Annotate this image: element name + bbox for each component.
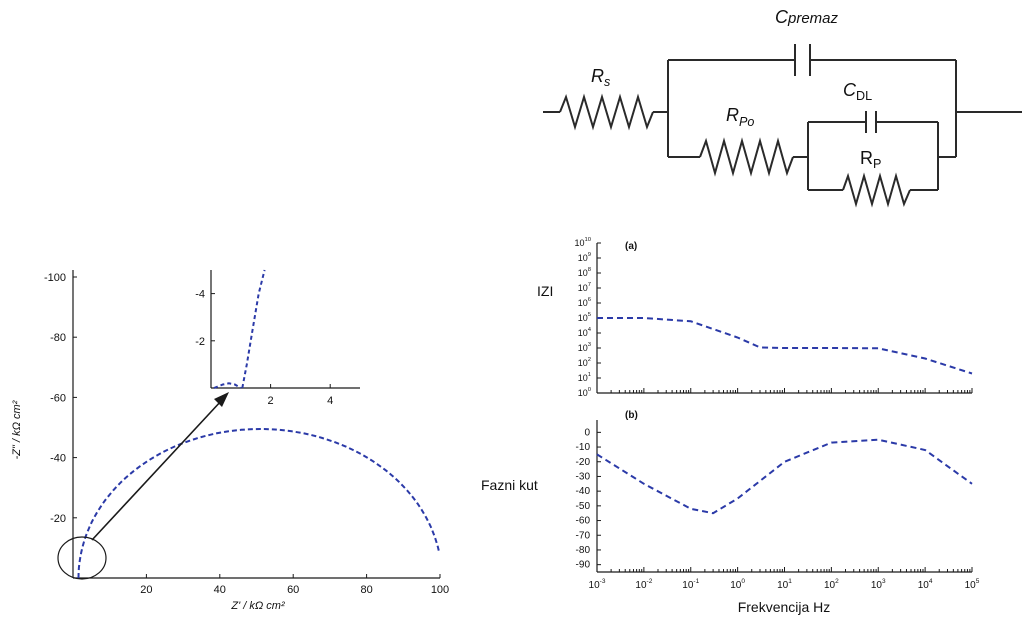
nyquist-x-tick-label: 80 bbox=[360, 584, 372, 596]
bode-a-y-tick-label: 1010 bbox=[574, 237, 591, 248]
bode-b-x-tick-label: 100 bbox=[730, 578, 745, 591]
bode-b-y-tick-label: -50 bbox=[576, 501, 591, 512]
bode-a-y-tick-label: 102 bbox=[578, 357, 591, 368]
bode-b-x-tick-label: 102 bbox=[824, 578, 839, 591]
bode-a-ylabel: IZI bbox=[537, 283, 553, 299]
bode-a-y-tick-label: 107 bbox=[578, 282, 591, 293]
nyquist-xlabel: Z' / kΩ cm² bbox=[230, 600, 285, 612]
zoom-circle bbox=[57, 536, 107, 580]
nyquist-x-tick-label: 60 bbox=[287, 584, 299, 596]
bode-phase-curve bbox=[596, 438, 973, 515]
nyquist-x-tick-label: 100 bbox=[431, 584, 449, 596]
inset-x-tick-label: 2 bbox=[268, 395, 274, 407]
circuit-labels: Rs Cpremaz RPo CDL RP bbox=[591, 7, 881, 171]
resistor-rp bbox=[842, 172, 911, 208]
nyquist-ylabel: -Z" / kΩ cm² bbox=[11, 400, 23, 459]
inset-x-tick-label: 4 bbox=[327, 395, 333, 407]
bode-b-panel-label: (b) bbox=[625, 410, 638, 421]
inset-y-tick-label: -2 bbox=[195, 336, 205, 348]
bode-b-y-tick-label: -70 bbox=[576, 530, 591, 541]
nyquist-inset: 2 4 -2 -4 bbox=[195, 269, 360, 407]
inset-ticks: 2 4 -2 -4 bbox=[195, 289, 333, 407]
label-cpremaz: Cpremaz bbox=[775, 7, 839, 27]
bode-b-x-tick-label: 105 bbox=[965, 578, 980, 591]
bode-b-x-tick-label: 101 bbox=[777, 578, 792, 591]
nyquist-y-tick-label: -20 bbox=[50, 513, 66, 525]
nyquist-y-tick-label: -100 bbox=[44, 272, 66, 284]
nyquist-x-tick-label: 40 bbox=[214, 584, 226, 596]
label-rpo: RPo bbox=[726, 105, 754, 129]
bode-a-y-tick-label: 103 bbox=[578, 342, 591, 353]
bode-magnitude-curve bbox=[597, 317, 973, 375]
bode-b-x-tick-label: 104 bbox=[918, 578, 933, 591]
bode-a-ticks: 1010 109 108 107 106 105 104 103 102 101 100 bbox=[574, 237, 973, 398]
nyquist-x-tick-label: 20 bbox=[140, 584, 152, 596]
nyquist-plot: 20 40 60 80 100-20-40-60-80-100 Z' / kΩ cm² … bbox=[11, 270, 449, 612]
bode-a-axes bbox=[596, 243, 972, 394]
label-rs: Rs bbox=[591, 66, 611, 89]
bode-a-y-tick-label: 105 bbox=[578, 312, 591, 323]
bode-a-panel-label: (a) bbox=[625, 241, 637, 252]
nyquist-y-tick-label: -40 bbox=[50, 453, 66, 465]
bode-b-y-tick-label: -30 bbox=[576, 471, 591, 482]
equivalent-circuit bbox=[543, 44, 1022, 208]
bode-b-x-tick-label: 10-1 bbox=[682, 578, 699, 591]
label-cdl: CDL bbox=[843, 80, 872, 103]
bode-a-y-tick-label: 104 bbox=[578, 327, 592, 338]
bode-b-y-tick-label: -10 bbox=[576, 442, 591, 453]
bode-a-y-tick-label: 109 bbox=[578, 252, 591, 263]
label-rp: RP bbox=[860, 148, 881, 171]
inset-rising-line bbox=[241, 269, 266, 389]
bode-b-xlabel: Frekvencija Hz bbox=[738, 599, 831, 615]
bode-b-axes bbox=[596, 420, 972, 573]
bode-b-x-tick-label: 10-3 bbox=[589, 578, 606, 591]
nyquist-y-tick-label: -60 bbox=[50, 392, 66, 404]
inset-axes bbox=[210, 270, 360, 389]
zoom-arrow-line bbox=[91, 399, 223, 541]
inset-y-tick-label: -4 bbox=[195, 289, 205, 301]
zoom-arrow-head bbox=[214, 392, 229, 407]
resistor-rpo bbox=[699, 137, 794, 177]
bode-b-y-tick-label: -90 bbox=[576, 560, 591, 571]
bode-a-y-tick-label: 101 bbox=[578, 372, 591, 383]
nyquist-semicircle bbox=[77, 427, 441, 579]
nyquist-axes bbox=[72, 270, 440, 579]
bode-b-y-tick-label: 0 bbox=[584, 427, 590, 438]
bode-b-y-tick-label: -60 bbox=[576, 516, 591, 527]
nyquist-ticks: 20 40 60 80 100 -20 -40 -60 -80 -100 bbox=[44, 272, 449, 596]
bode-a-y-tick-label: 106 bbox=[578, 297, 591, 308]
bode-b-x-tick-label: 10-2 bbox=[635, 578, 652, 591]
bode-b-ticks: 0 -10 -20 -30 -40 -50 -60 -70 -80 -90 10-3 10-2 10-1… bbox=[576, 427, 980, 591]
bode-magnitude-plot: 1010 109 108 107 106 105 104 103 102 101 100 (a) I… bbox=[537, 237, 973, 398]
resistor-rs bbox=[559, 93, 654, 131]
bode-b-y-tick-label: -20 bbox=[576, 457, 591, 468]
bode-phase-plot: 0 -10 -20 -30 -40 -50 -60 -70 -80 -90 10-3 10-2 10-1… bbox=[481, 410, 980, 615]
bode-b-y-tick-label: -80 bbox=[576, 545, 591, 556]
nyquist-y-tick-label: -80 bbox=[50, 332, 66, 344]
bode-b-ylabel: Fazni kut bbox=[481, 477, 538, 493]
bode-a-y-tick-label: 108 bbox=[578, 267, 591, 278]
bode-b-y-tick-label: -40 bbox=[576, 486, 591, 497]
bode-b-x-tick-label: 103 bbox=[871, 578, 886, 591]
inset-small-arc bbox=[213, 382, 242, 389]
bode-a-y-tick-label: 100 bbox=[578, 387, 592, 398]
